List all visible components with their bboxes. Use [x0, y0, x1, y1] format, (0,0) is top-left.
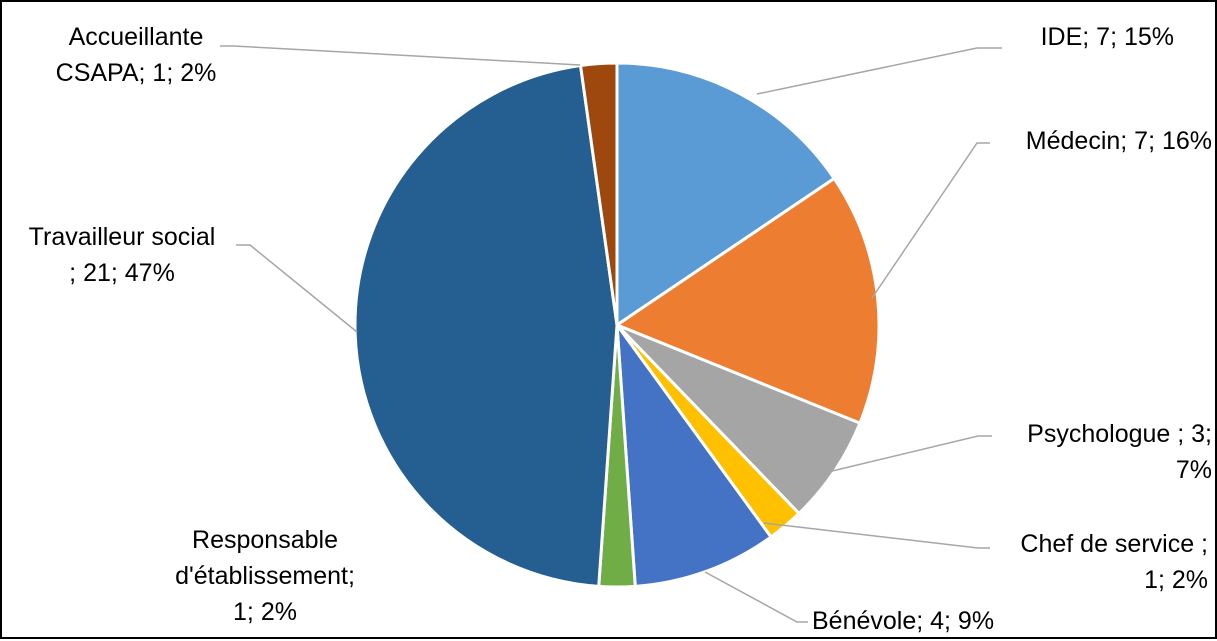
data-label-line: d'établissement;	[175, 562, 355, 590]
pie-slice-ide	[615, 61, 837, 328]
pie-slice-benevole	[615, 319, 774, 588]
leader-line-ide	[756, 47, 1002, 95]
data-label-line: Chef de service ;	[1020, 530, 1208, 558]
data-label-responsable-d-etablissement: Responsable d'établissement; 1; 2%	[175, 526, 355, 626]
data-label-benevole: Bénévole; 4; 9%	[812, 607, 994, 635]
data-label-line: CSAPA; 1; 2%	[56, 59, 217, 87]
data-label-line: 7%	[1176, 456, 1212, 484]
leader-line-chef-de-service	[763, 522, 990, 549]
data-label-line: Psychologue ; 3;	[1027, 420, 1212, 448]
pie-slices	[353, 61, 881, 589]
data-label-line: Travailleur social	[29, 223, 216, 251]
data-label-medecin: Médecin; 7; 16%	[1026, 127, 1212, 155]
data-label-line: Bénévole; 4; 9%	[812, 607, 994, 635]
data-label-psychologue: Psychologue ; 3; 7%	[1027, 420, 1212, 484]
pie-slice-travailleur-social	[353, 63, 619, 588]
pie-slice-psychologue	[615, 323, 862, 516]
leader-line-medecin	[871, 142, 990, 299]
data-label-ide: IDE; 7; 15%	[1041, 23, 1174, 51]
data-label-chef-de-service: Chef de service ; 1; 2%	[1020, 530, 1208, 594]
leader-line-benevole	[704, 571, 808, 623]
data-labels: IDE; 7; 15% Médecin; 7; 16% Psychologue ; …	[29, 23, 1212, 635]
leader-line-psychologue	[827, 435, 992, 473]
leader-line-travailleur-social	[236, 244, 358, 333]
data-label-accueillante-csapa: Accueillante CSAPA; 1; 2%	[56, 23, 217, 87]
data-label-line: Accueillante	[69, 23, 204, 51]
data-label-line: Responsable	[192, 526, 338, 554]
data-label-line: Médecin; 7; 16%	[1026, 127, 1212, 155]
data-label-line: IDE; 7; 15%	[1041, 23, 1174, 51]
data-label-line: 1; 2%	[1144, 566, 1208, 594]
leader-lines	[220, 45, 1002, 623]
data-label-line: 1; 2%	[233, 598, 297, 626]
data-label-travailleur-social: Travailleur social ; 21; 47%	[29, 223, 216, 287]
pie-slice-accueillante-csapa	[578, 61, 619, 326]
data-label-line: ; 21; 47%	[69, 259, 175, 287]
leader-line-accueillante-csapa	[220, 45, 581, 66]
pie-slice-medecin	[613, 176, 881, 426]
